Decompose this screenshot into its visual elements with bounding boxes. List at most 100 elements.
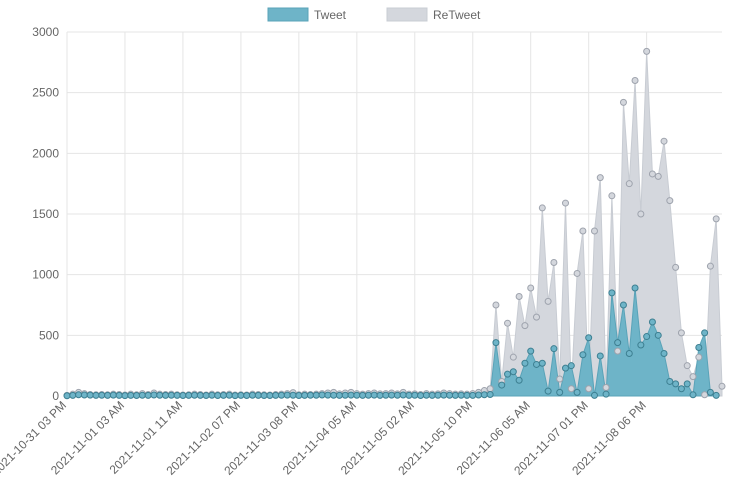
point-tweet-31[interactable]	[243, 392, 251, 400]
point-retweet-89[interactable]	[579, 227, 587, 235]
point-tweet-11[interactable]	[127, 391, 135, 399]
point-tweet-51[interactable]	[359, 391, 367, 399]
point-tweet-27[interactable]	[220, 391, 227, 399]
point-tweet-81[interactable]	[533, 360, 541, 368]
point-retweet-93[interactable]	[602, 384, 610, 392]
point-tweet-64[interactable]	[434, 391, 442, 399]
point-retweet-97[interactable]	[625, 180, 633, 188]
point-tweet-28[interactable]	[225, 391, 233, 399]
point-tweet-63[interactable]	[428, 391, 436, 399]
point-tweet-94[interactable]	[608, 289, 616, 297]
point-tweet-96[interactable]	[619, 301, 627, 309]
point-tweet-35[interactable]	[266, 392, 274, 400]
point-retweet-88[interactable]	[573, 269, 581, 277]
point-tweet-41[interactable]	[301, 391, 309, 399]
point-tweet-14[interactable]	[144, 391, 152, 399]
point-tweet-98[interactable]	[631, 284, 639, 292]
point-tweet-107[interactable]	[683, 380, 691, 388]
point-retweet-103[interactable]	[660, 137, 668, 145]
point-tweet-46[interactable]	[330, 391, 338, 399]
legend-label-retweet[interactable]: ReTweet	[433, 8, 481, 22]
point-tweet-74[interactable]	[492, 339, 500, 347]
point-tweet-65[interactable]	[440, 391, 448, 399]
point-tweet-32[interactable]	[248, 391, 256, 399]
point-tweet-10[interactable]	[121, 392, 129, 400]
point-tweet-40[interactable]	[295, 392, 303, 400]
point-tweet-106[interactable]	[677, 385, 685, 393]
point-retweet-98[interactable]	[631, 77, 639, 85]
point-tweet-20[interactable]	[179, 392, 187, 400]
point-retweet-95[interactable]	[614, 347, 622, 355]
point-tweet-80[interactable]	[527, 347, 535, 355]
point-tweet-54[interactable]	[376, 391, 384, 399]
point-tweet-34[interactable]	[260, 392, 268, 400]
point-tweet-93[interactable]	[602, 390, 610, 398]
point-retweet-108[interactable]	[689, 373, 697, 381]
point-tweet-57[interactable]	[393, 391, 401, 399]
point-retweet-91[interactable]	[590, 227, 598, 235]
point-tweet-84[interactable]	[550, 345, 558, 353]
point-tweet-21[interactable]	[185, 391, 193, 399]
point-tweet-73[interactable]	[486, 391, 494, 399]
point-tweet-7[interactable]	[104, 391, 112, 399]
point-tweet-85[interactable]	[556, 388, 564, 396]
point-tweet-17[interactable]	[162, 391, 170, 399]
point-tweet-97[interactable]	[625, 350, 633, 358]
point-tweet-6[interactable]	[98, 391, 106, 399]
point-tweet-78[interactable]	[515, 376, 523, 384]
point-tweet-18[interactable]	[167, 391, 175, 399]
point-retweet-105[interactable]	[672, 263, 680, 271]
point-retweet-78[interactable]	[515, 293, 523, 301]
point-tweet-109[interactable]	[695, 343, 703, 351]
point-tweet-38[interactable]	[283, 391, 291, 399]
point-tweet-47[interactable]	[335, 391, 343, 399]
point-tweet-24[interactable]	[202, 392, 210, 400]
point-retweet-76[interactable]	[504, 319, 512, 327]
point-tweet-42[interactable]	[306, 391, 314, 399]
point-retweet-106[interactable]	[677, 329, 685, 337]
point-tweet-53[interactable]	[370, 391, 378, 399]
point-tweet-52[interactable]	[364, 391, 372, 399]
point-tweet-100[interactable]	[643, 333, 651, 341]
legend-swatch-retweet[interactable]	[386, 7, 428, 22]
point-retweet-77[interactable]	[509, 353, 517, 361]
point-tweet-55[interactable]	[382, 391, 390, 399]
point-tweet-103[interactable]	[660, 350, 668, 358]
point-tweet-29[interactable]	[231, 392, 239, 400]
point-retweet-90[interactable]	[585, 385, 593, 393]
legend-label-tweet[interactable]: Tweet	[314, 8, 347, 22]
point-tweet-30[interactable]	[237, 391, 245, 399]
point-tweet-44[interactable]	[318, 391, 326, 399]
point-tweet-13[interactable]	[138, 391, 146, 399]
point-tweet-101[interactable]	[648, 318, 656, 326]
point-tweet-86[interactable]	[562, 364, 569, 372]
point-retweet-100[interactable]	[643, 47, 651, 55]
point-tweet-91[interactable]	[590, 391, 598, 399]
point-tweet-87[interactable]	[567, 362, 575, 370]
point-tweet-33[interactable]	[254, 391, 262, 399]
point-tweet-71[interactable]	[475, 391, 483, 399]
point-tweet-88[interactable]	[573, 388, 581, 396]
point-tweet-99[interactable]	[637, 341, 645, 349]
point-tweet-58[interactable]	[399, 391, 407, 399]
point-tweet-3[interactable]	[80, 391, 88, 399]
point-tweet-45[interactable]	[324, 391, 332, 399]
point-tweet-16[interactable]	[156, 391, 164, 399]
point-tweet-60[interactable]	[411, 391, 419, 399]
point-retweet-82[interactable]	[538, 204, 546, 212]
point-tweet-25[interactable]	[208, 391, 216, 399]
point-retweet-99[interactable]	[637, 210, 645, 218]
point-tweet-108[interactable]	[689, 391, 697, 399]
point-tweet-56[interactable]	[388, 391, 396, 399]
point-retweet-84[interactable]	[550, 259, 558, 267]
point-retweet-110[interactable]	[701, 391, 709, 399]
point-tweet-95[interactable]	[614, 339, 622, 347]
point-tweet-104[interactable]	[666, 377, 674, 385]
point-tweet-5[interactable]	[92, 391, 100, 399]
point-tweet-36[interactable]	[272, 391, 280, 399]
point-tweet-72[interactable]	[480, 391, 488, 399]
point-tweet-105[interactable]	[672, 380, 680, 388]
point-tweet-1[interactable]	[69, 391, 77, 399]
point-tweet-59[interactable]	[405, 391, 413, 399]
point-tweet-9[interactable]	[115, 391, 123, 399]
